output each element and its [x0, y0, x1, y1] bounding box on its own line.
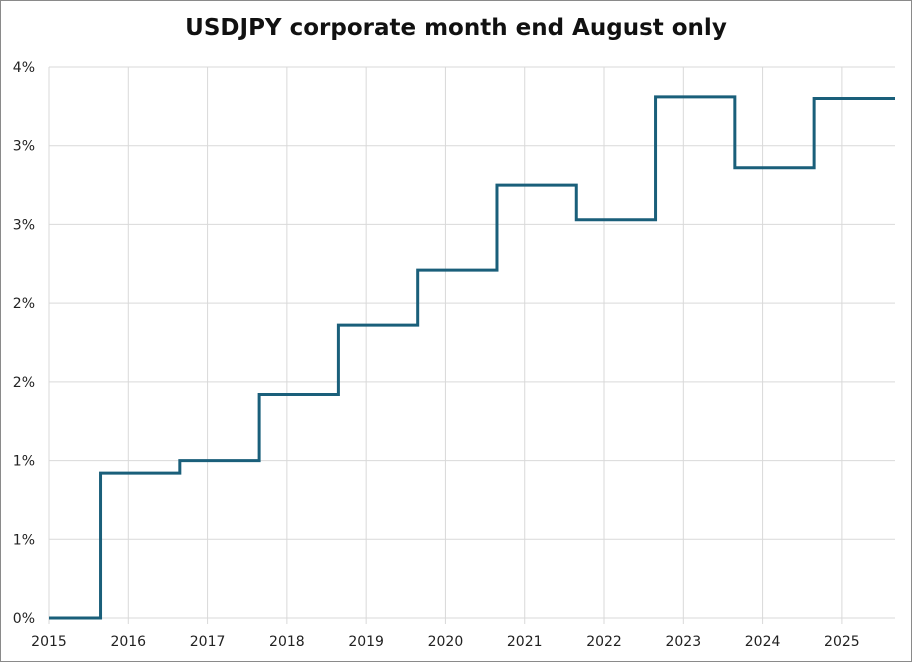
x-tick-label: 2015 — [31, 634, 67, 650]
x-tick-label: 2018 — [269, 634, 305, 650]
y-tick-label: 3% — [13, 217, 35, 233]
chart-title: USDJPY corporate month end August only — [185, 15, 727, 41]
x-tick-label: 2024 — [745, 634, 781, 650]
y-tick-label: 0% — [13, 611, 35, 627]
x-tick-label: 2025 — [824, 634, 860, 650]
x-tick-label: 2022 — [586, 634, 622, 650]
x-tick-label: 2016 — [110, 634, 146, 650]
series-line — [49, 95, 895, 620]
x-tick-label: 2017 — [190, 634, 226, 650]
x-tick-label: 2019 — [348, 634, 384, 650]
y-tick-label: 3% — [13, 139, 35, 155]
x-tick-label: 2020 — [428, 634, 464, 650]
y-tick-label: 4% — [13, 60, 35, 76]
y-tick-label: 2% — [13, 296, 35, 312]
x-tick-label: 2023 — [665, 634, 701, 650]
y-tick-label: 2% — [13, 375, 35, 391]
x-tick-label: 2021 — [507, 634, 543, 650]
y-tick-label: 1% — [13, 454, 35, 470]
y-tick-label: 1% — [13, 532, 35, 548]
